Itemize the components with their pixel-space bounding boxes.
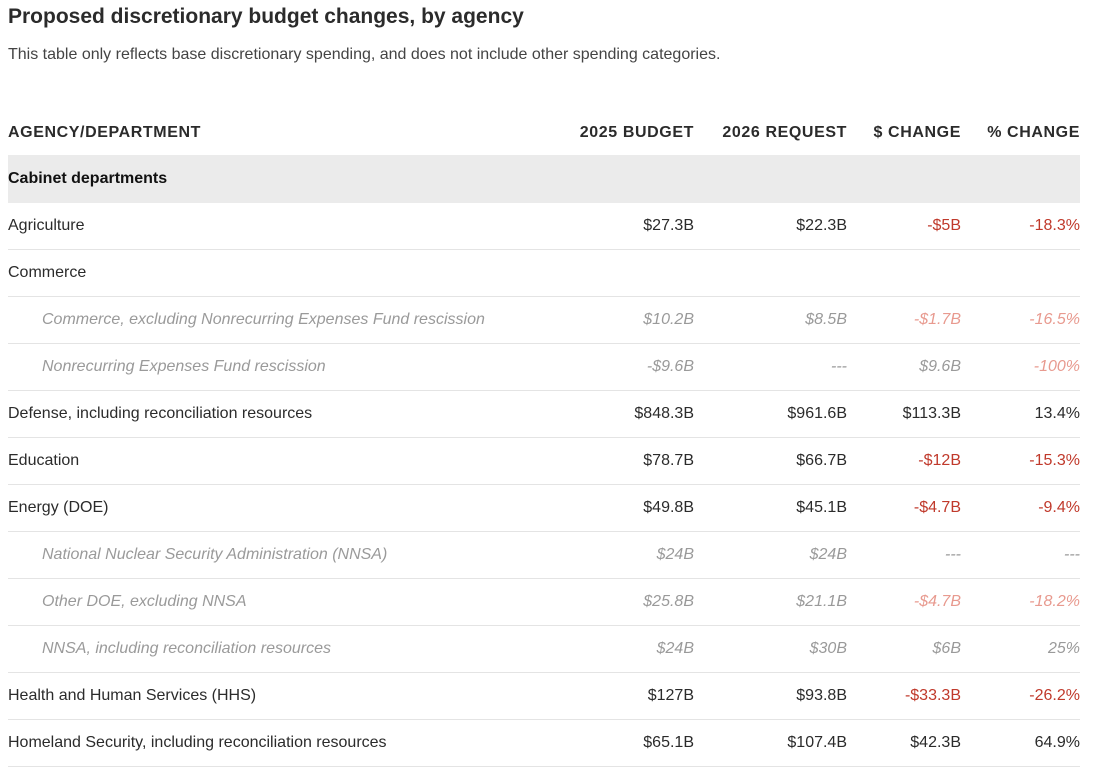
- table-row: Defense, including reconciliation resour…: [8, 390, 1080, 438]
- table-row: Commerce, excluding Nonrecurring Expense…: [8, 296, 1080, 344]
- group-row: Cabinet departments: [8, 155, 1080, 203]
- table-row: Education $78.7B $66.7B -$12B -15.3%: [8, 437, 1080, 485]
- table-row: Commerce: [8, 249, 1080, 297]
- request-2026: [694, 249, 847, 297]
- agency-name: NNSA, including reconciliation resources: [8, 625, 548, 673]
- agency-name: Energy (DOE): [8, 484, 548, 532]
- request-2026: $93.8B: [694, 672, 847, 720]
- budget-table: AGENCY/DEPARTMENT 2025 BUDGET 2026 REQUE…: [8, 110, 1080, 767]
- table-row: Health and Human Services (HHS) $127B $9…: [8, 672, 1080, 720]
- column-header-2025-budget[interactable]: 2025 BUDGET: [579, 123, 694, 141]
- dollar-change: ---: [847, 531, 961, 579]
- request-2026: $8.5B: [694, 296, 847, 344]
- budget-2025: -$9.6B: [548, 343, 694, 391]
- agency-name: Other DOE, excluding NNSA: [8, 578, 548, 626]
- percent-change: -15.3%: [961, 437, 1080, 485]
- table-row: National Nuclear Security Administration…: [8, 531, 1080, 579]
- group-label: Cabinet departments: [8, 155, 1080, 203]
- agency-name: Commerce, excluding Nonrecurring Expense…: [8, 296, 548, 344]
- budget-2025: $24B: [548, 625, 694, 673]
- budget-2025: $127B: [548, 672, 694, 720]
- request-2026: $961.6B: [694, 390, 847, 438]
- dollar-change: $6B: [847, 625, 961, 673]
- percent-change: [961, 249, 1080, 297]
- percent-change: -18.2%: [961, 578, 1080, 626]
- budget-2025: $10.2B: [548, 296, 694, 344]
- budget-table-container: Proposed discretionary budget changes, b…: [8, 0, 1080, 767]
- budget-2025: $24B: [548, 531, 694, 579]
- agency-name: Agriculture: [8, 203, 548, 250]
- column-header-2026-request[interactable]: 2026 REQUEST: [722, 123, 847, 141]
- dollar-change: $42.3B: [847, 719, 961, 767]
- budget-2025: $78.7B: [548, 437, 694, 485]
- request-2026: $107.4B: [694, 719, 847, 767]
- table-row: Energy (DOE) $49.8B $45.1B -$4.7B -9.4%: [8, 484, 1080, 532]
- table-row: Agriculture $27.3B $22.3B -$5B -18.3%: [8, 203, 1080, 250]
- dollar-change: [847, 249, 961, 297]
- agency-name: Homeland Security, including reconciliat…: [8, 719, 548, 767]
- request-2026: $22.3B: [694, 203, 847, 250]
- agency-name: Commerce: [8, 249, 548, 297]
- percent-change: 13.4%: [961, 390, 1080, 438]
- budget-2025: $848.3B: [548, 390, 694, 438]
- dollar-change: -$5B: [847, 203, 961, 250]
- dollar-change: -$4.7B: [847, 578, 961, 626]
- request-2026: $30B: [694, 625, 847, 673]
- budget-2025: $25.8B: [548, 578, 694, 626]
- dollar-change: -$1.7B: [847, 296, 961, 344]
- agency-name: Health and Human Services (HHS): [8, 672, 548, 720]
- column-header-dollar-change[interactable]: $ CHANGE: [873, 123, 961, 141]
- table-row: Other DOE, excluding NNSA $25.8B $21.1B …: [8, 578, 1080, 626]
- budget-2025: $65.1B: [548, 719, 694, 767]
- request-2026: $45.1B: [694, 484, 847, 532]
- dollar-change: -$4.7B: [847, 484, 961, 532]
- agency-name: Nonrecurring Expenses Fund rescission: [8, 343, 548, 391]
- percent-change: -9.4%: [961, 484, 1080, 532]
- page-subtitle: This table only reflects base discretion…: [8, 46, 721, 63]
- dollar-change: -$33.3B: [847, 672, 961, 720]
- column-header-agency[interactable]: AGENCY/DEPARTMENT: [8, 123, 202, 141]
- dollar-change: $113.3B: [847, 390, 961, 438]
- agency-name: Defense, including reconciliation resour…: [8, 390, 548, 438]
- percent-change: ---: [961, 531, 1080, 579]
- dollar-change: -$12B: [847, 437, 961, 485]
- percent-change: 64.9%: [961, 719, 1080, 767]
- table-header-row: AGENCY/DEPARTMENT 2025 BUDGET 2026 REQUE…: [8, 110, 1080, 155]
- table-row: NNSA, including reconciliation resources…: [8, 625, 1080, 673]
- dollar-change: $9.6B: [847, 343, 961, 391]
- agency-name: Education: [8, 437, 548, 485]
- budget-2025: $27.3B: [548, 203, 694, 250]
- request-2026: $21.1B: [694, 578, 847, 626]
- request-2026: ---: [694, 343, 847, 391]
- request-2026: $66.7B: [694, 437, 847, 485]
- percent-change: 25%: [961, 625, 1080, 673]
- request-2026: $24B: [694, 531, 847, 579]
- agency-name: National Nuclear Security Administration…: [8, 531, 548, 579]
- table-row: Nonrecurring Expenses Fund rescission -$…: [8, 343, 1080, 391]
- percent-change: -16.5%: [961, 296, 1080, 344]
- page-title: Proposed discretionary budget changes, b…: [8, 5, 524, 28]
- percent-change: -18.3%: [961, 203, 1080, 250]
- percent-change: -26.2%: [961, 672, 1080, 720]
- percent-change: -100%: [961, 343, 1080, 391]
- column-header-percent-change[interactable]: % CHANGE: [987, 123, 1080, 141]
- budget-2025: $49.8B: [548, 484, 694, 532]
- table-row: Homeland Security, including reconciliat…: [8, 719, 1080, 767]
- budget-2025: [548, 249, 694, 297]
